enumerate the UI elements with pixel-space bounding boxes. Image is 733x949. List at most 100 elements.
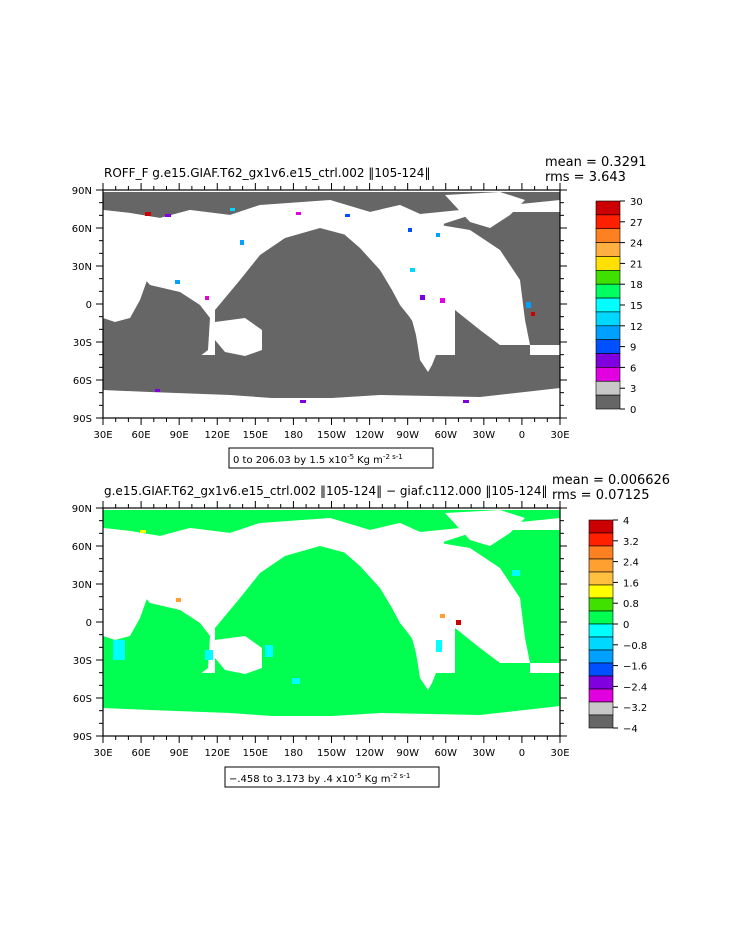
panel-1-lon-label: 120E [205, 430, 230, 441]
panel-1-colorbar-swatch [595, 394, 621, 410]
panel-1-title: ROFF_F g.e15.GIAF.T62_gx1v6.e15_ctrl.002… [104, 166, 430, 180]
panel-1-lon-label: 30E [550, 430, 569, 441]
panel-2-range-units: Kg m [365, 774, 391, 785]
panel-1-lon-label: 30E [93, 430, 112, 441]
panel-2-colorbar-swatch [588, 597, 614, 612]
panel-1-colorbar-swatch [595, 325, 621, 340]
panel-1-colorbar-label: 0 [630, 405, 636, 416]
panel-2: g.e15.GIAF.T62_gx1v6.e15_ctrl.002 ‖105-1… [72, 473, 670, 788]
panel-2-colorbar-swatch [588, 558, 614, 573]
panel-1-colorbar-swatch [595, 228, 621, 243]
panel-2-lat-label: 30S [73, 656, 92, 667]
panel-1-colorbar-label: 15 [630, 301, 643, 312]
panel-2-lat-label: 90N [72, 504, 92, 515]
panel-1-range-box: 0 to 206.03 by 1.5 x10-5 Kg m-2 s-1 [228, 447, 434, 469]
panel-2-lon-label: 120W [355, 748, 384, 759]
panel-2-mean: mean = 0.006626 [552, 473, 670, 488]
panel-2-colorbar-label: 1.6 [623, 578, 639, 589]
panel-2-lat-label: 0 [86, 618, 92, 629]
panel-2-lat-label: 60S [73, 694, 92, 705]
panel-2-rms: rms = 0.07125 [552, 488, 649, 503]
panel-2-colorbar-label: 0 [623, 620, 629, 631]
panel-2-lon-label: 90E [170, 748, 189, 759]
panel-2-colorbar-label: 2.4 [623, 558, 639, 569]
panel-1-lon-label: 30W [473, 430, 496, 441]
panel-2-range-text: −.458 to 3.173 by .4 x10 [229, 774, 355, 785]
panel-2-lon-label: 30E [550, 748, 569, 759]
panel-2-range-box: −.458 to 3.173 by .4 x10-5 Kg m-2 s-1 [224, 766, 440, 788]
panel-2-title: g.e15.GIAF.T62_gx1v6.e15_ctrl.002 ‖105-1… [104, 484, 547, 498]
panel-2-colorbar-swatch [588, 636, 614, 651]
panel-1: ROFF_F g.e15.GIAF.T62_gx1v6.e15_ctrl.002… [72, 155, 647, 469]
panel-1-colorbar-label: 24 [630, 239, 643, 250]
panel-1-lat-label: 90S [73, 414, 92, 425]
panel-1-range-exp: -5 [347, 453, 354, 461]
panel-2-lon-label: 90W [396, 748, 419, 759]
panel-1-colorbar-swatch [595, 380, 621, 396]
panel-1-colorbar-swatch [595, 311, 621, 327]
panel-1-colorbar-swatch [595, 353, 621, 368]
panel-2-colorbar-swatch [588, 532, 614, 547]
panel-2-colorbar-swatch [588, 610, 614, 625]
panel-2-lon-label: 60W [434, 748, 457, 759]
panel-2-colorbar-swatch [588, 714, 614, 729]
panel-2-colorbar-label: 4 [623, 516, 629, 527]
panel-2-range-exp: -5 [355, 772, 362, 780]
panel-2-lat-label: 60N [72, 542, 92, 553]
panel-2-colorbar-label: 3.2 [623, 537, 639, 548]
panel-1-lat-label: 60S [73, 376, 92, 387]
panel-2-range-units-exp: -2 s-1 [390, 772, 410, 780]
panel-1-lon-label: 60W [434, 430, 457, 441]
panel-2-lon-label: 120E [205, 748, 230, 759]
panel-1-runoff-dots [145, 208, 535, 403]
panel-2-map [102, 507, 561, 737]
panel-1-lat-label: 60N [72, 224, 92, 235]
panel-1-colorbar-label: 27 [630, 218, 643, 229]
panel-1-colorbar-swatch [595, 242, 621, 257]
panel-2-lon-label: 0 [519, 748, 525, 759]
panel-1-range-units-exp: -2 s-1 [383, 453, 403, 461]
panel-1-colorbar-swatch [595, 256, 621, 271]
panel-1-range-units: Kg m [357, 455, 383, 466]
panel-1-colorbar-swatch [595, 200, 621, 216]
panel-1-colorbar-swatch [595, 214, 621, 230]
panel-2-colorbar-swatch [588, 571, 614, 586]
panel-2-lon-label: 150E [243, 748, 268, 759]
panel-2-colorbar-swatch [588, 701, 614, 716]
panel-2-colorbar-swatch [588, 662, 614, 677]
panel-1-land [103, 192, 560, 418]
panel-1-lon-label: 150E [243, 430, 268, 441]
panel-1-colorbar-label: 6 [630, 363, 636, 374]
panel-2-lon-label: 180 [284, 748, 303, 759]
panel-2-colorbar-swatch [588, 623, 614, 638]
panel-2-colorbar-label: 0.8 [623, 599, 639, 610]
panel-1-colorbar-swatch [595, 297, 621, 313]
panel-2-diff-dots [113, 530, 520, 684]
svg-text:−.458 to 3.173 by .4 x10-5Kg m: −.458 to 3.173 by .4 x10-5 Kg m-2 s-1 [229, 772, 410, 785]
panel-2-lat-label: 30N [72, 580, 92, 591]
panel-2-lon-label: 60E [132, 748, 151, 759]
panel-2-colorbar-swatch [588, 649, 614, 664]
panel-2-lon-label: 150W [317, 748, 346, 759]
panel-2-colorbar-label: −1.6 [623, 662, 647, 673]
panel-2-colorbar-swatch [588, 675, 614, 690]
panel-1-rms: rms = 3.643 [545, 170, 626, 185]
panel-1-range-text: 0 to 206.03 by 1.5 x10 [233, 455, 347, 466]
panel-2-colorbar-label: −0.8 [623, 641, 647, 652]
panel-2-lon-label: 30W [473, 748, 496, 759]
panel-2-land [103, 510, 560, 736]
panel-1-lon-label: 0 [519, 430, 525, 441]
panel-2-colorbar-swatch [588, 545, 614, 560]
panel-1-colorbar-label: 21 [630, 259, 643, 270]
panel-1-colorbar-label: 9 [630, 343, 636, 354]
panel-2-colorbar-swatch [588, 688, 614, 703]
panel-1-lat-label: 30N [72, 262, 92, 273]
panel-1-lon-label: 90W [396, 430, 419, 441]
panel-2-colorbar-label: −4 [623, 724, 638, 735]
panel-1-lon-label: 120W [355, 430, 384, 441]
panel-1-lon-label: 90E [170, 430, 189, 441]
panel-1-colorbar-label: 3 [630, 384, 636, 395]
panel-1-lat-label: 90N [72, 186, 92, 197]
